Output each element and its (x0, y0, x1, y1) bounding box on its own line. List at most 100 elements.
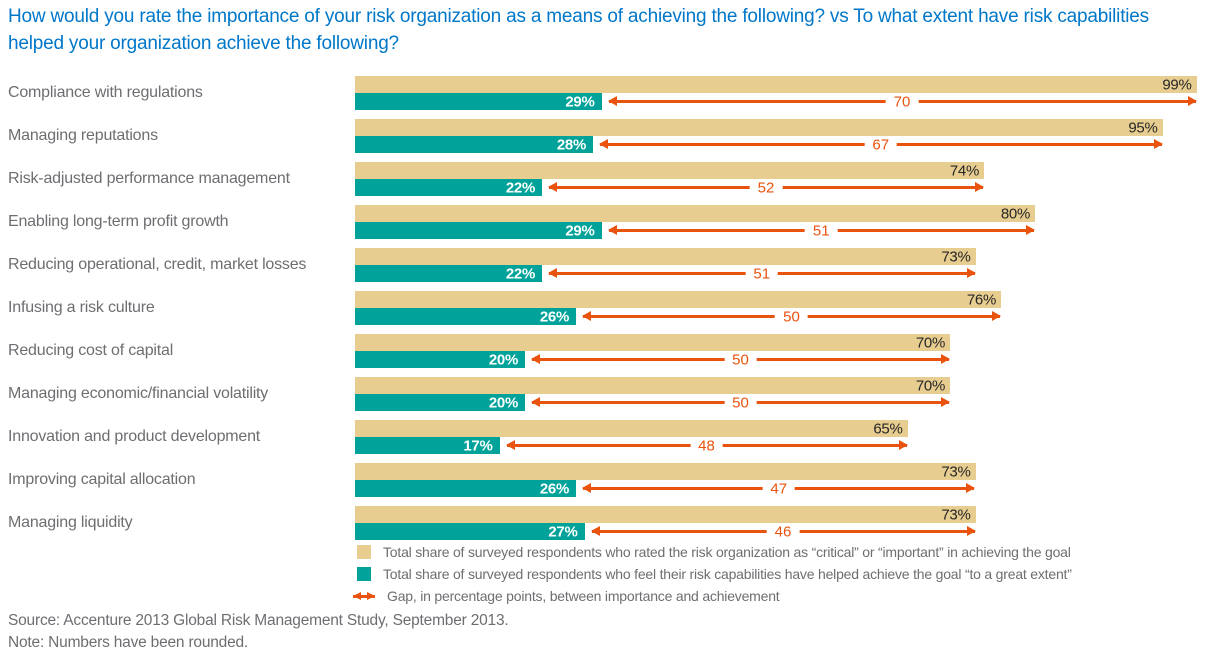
arrow-left-head-icon (548, 268, 557, 278)
importance-bar: 80% (355, 205, 1035, 222)
achievement-value: 22% (505, 265, 535, 282)
arrow-right-head-icon (966, 268, 976, 278)
category-label: Reducing cost of capital (8, 342, 174, 359)
achievement-bar: 29% (355, 222, 602, 239)
achievement-value: 20% (488, 394, 518, 411)
category-label: Reducing operational, credit, market los… (8, 256, 307, 273)
achievement-bar: 20% (355, 351, 525, 368)
gap-arrow: 70 (607, 93, 1197, 110)
importance-bar: 76% (355, 291, 1001, 308)
gap-arrow: 50 (531, 351, 950, 368)
importance-bar: 99% (355, 76, 1197, 93)
gap-arrow: 46 (590, 523, 976, 540)
arrow-right-head-icon (1187, 96, 1197, 106)
achievement-bar: 26% (355, 308, 576, 325)
gap-value: 50 (775, 308, 808, 325)
gap-value: 51 (804, 222, 838, 239)
bar-track: 73% 22% 51 (355, 248, 1205, 282)
arrow-left-head-icon (531, 354, 540, 364)
bar-track: 99% 29% 70 (355, 76, 1205, 110)
bar-track: 76% 26% 50 (355, 291, 1205, 325)
category-label: Innovation and product development (8, 428, 261, 445)
chart-row: Managing economic/financial volatility 7… (0, 377, 1215, 411)
category-label: Managing reputations (8, 127, 158, 144)
chart-footer: Source: Accenture 2013 Global Risk Manag… (8, 610, 509, 654)
bar-track: 65% 17% 48 (355, 420, 1205, 454)
bar-track: 74% 22% 52 (355, 162, 1205, 196)
gap-value: 51 (745, 265, 779, 282)
importance-value: 95% (1128, 119, 1158, 136)
category-label: Compliance with regulations (8, 84, 203, 101)
bar-track: 70% 20% 50 (355, 334, 1205, 368)
chart-title: How would you rate the importance of you… (8, 6, 1149, 54)
chart-legend: Total share of surveyed respondents who … (353, 541, 1213, 607)
importance-bar: 73% (355, 248, 976, 265)
legend-label: Total share of surveyed respondents who … (383, 566, 1072, 582)
legend-label: Total share of surveyed respondents who … (383, 544, 1071, 560)
arrow-left-head-icon (607, 225, 617, 235)
importance-value: 70% (915, 377, 945, 394)
achievement-value: 20% (488, 351, 518, 368)
arrow-left-head-icon (531, 397, 540, 407)
achievement-bar: 22% (355, 179, 542, 196)
achievement-bar: 26% (355, 480, 576, 497)
category-label: Enabling long-term profit growth (8, 213, 229, 230)
bar-track: 73% 26% 47 (355, 463, 1205, 497)
achievement-bar: 28% (355, 136, 593, 153)
gap-value: 47 (762, 480, 796, 497)
gap-arrow: 50 (531, 394, 950, 411)
chart-row: Reducing cost of capital 70% 20% 50 (0, 334, 1215, 368)
achievement-bar: 27% (355, 523, 585, 540)
gap-arrow-icon (353, 589, 375, 603)
importance-value: 65% (873, 420, 903, 437)
achievement-value: 26% (539, 480, 569, 497)
chart-row: Infusing a risk culture 76% 26% 50 (0, 291, 1215, 325)
gap-arrow: 67 (599, 136, 1163, 153)
gap-value: 48 (690, 437, 723, 454)
arrow-left-head-icon (607, 96, 617, 106)
category-label: Infusing a risk culture (8, 299, 155, 316)
importance-bar: 65% (355, 420, 908, 437)
achievement-bar: 17% (355, 437, 500, 454)
gap-value: 52 (749, 179, 783, 196)
arrow-left-head-icon (505, 440, 515, 450)
category-label: Improving capital allocation (8, 471, 196, 488)
chart-row: Managing reputations 95% 28% 67 (0, 119, 1215, 153)
legend-item-importance: Total share of surveyed respondents who … (353, 541, 1213, 563)
achievement-bar: 29% (355, 93, 602, 110)
gap-arrow: 50 (581, 308, 1001, 325)
gap-value: 46 (766, 523, 800, 540)
achievement-bar: 20% (355, 394, 525, 411)
chart-row: Reducing operational, credit, market los… (0, 248, 1215, 282)
legend-label: Gap, in percentage points, between impor… (387, 588, 780, 604)
achievement-value: 29% (565, 93, 595, 110)
bar-track: 70% 20% 50 (355, 377, 1205, 411)
chart-row: Innovation and product development 65% 1… (0, 420, 1215, 454)
achievement-value: 22% (505, 179, 535, 196)
achievement-bar: 22% (355, 265, 542, 282)
importance-value: 74% (949, 162, 979, 179)
arrow-right-head-icon (1153, 139, 1163, 149)
gap-value: 50 (724, 394, 757, 411)
arrow-right-head-icon (966, 526, 976, 536)
importance-value: 70% (915, 334, 945, 351)
gap-value: 70 (885, 93, 919, 110)
bar-track: 95% 28% 67 (355, 119, 1205, 153)
achievement-value: 26% (539, 308, 569, 325)
importance-value: 73% (941, 506, 971, 523)
chart-row: Enabling long-term profit growth 80% 29%… (0, 205, 1215, 239)
gap-arrow: 51 (548, 265, 976, 282)
arrow-right-head-icon (1026, 225, 1035, 235)
arrow-right-head-icon (941, 354, 950, 364)
importance-bar: 73% (355, 463, 976, 480)
legend-item-achievement: Total share of surveyed respondents who … (353, 563, 1213, 585)
gap-arrow: 48 (505, 437, 908, 454)
arrow-left-head-icon (548, 182, 557, 192)
gap-arrow: 51 (607, 222, 1035, 239)
achievement-value: 28% (556, 136, 586, 153)
gap-value: 50 (724, 351, 757, 368)
source-text: Source: Accenture 2013 Global Risk Manag… (8, 612, 509, 629)
importance-value: 80% (1000, 205, 1030, 222)
bar-track: 80% 29% 51 (355, 205, 1205, 239)
